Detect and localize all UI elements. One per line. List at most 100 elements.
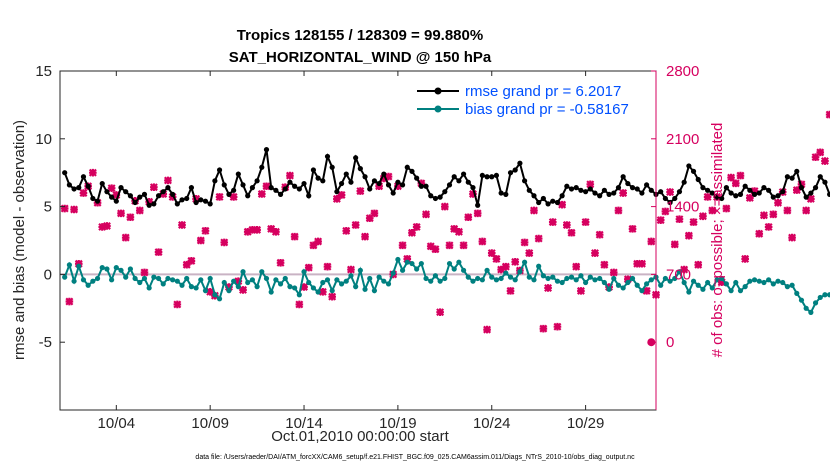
obs-assimilated-marker — [548, 218, 557, 227]
obs-assimilated-marker — [454, 227, 463, 236]
obs-assimilated-marker — [60, 204, 69, 213]
bias-point — [198, 277, 204, 283]
rmse-point — [465, 179, 471, 185]
bias-point — [761, 279, 767, 286]
bias-point — [221, 279, 227, 286]
bias-point — [245, 279, 251, 286]
bias-point — [812, 300, 819, 306]
bias-point — [334, 277, 340, 283]
bias-point — [231, 278, 237, 284]
bias-point — [789, 282, 795, 288]
bias-point — [76, 263, 82, 269]
rmse-point — [592, 190, 598, 196]
rmse-point — [141, 191, 148, 197]
rmse-point — [700, 185, 706, 191]
bias-point — [479, 277, 485, 283]
rmse-point — [404, 164, 410, 170]
rmse-point — [798, 185, 805, 191]
rmse-point — [409, 168, 415, 174]
obs-assimilated-marker — [483, 325, 492, 334]
obs-assimilated-marker — [149, 183, 158, 192]
bias-point — [644, 281, 650, 287]
bias-point — [672, 275, 678, 282]
bias-point — [254, 284, 260, 290]
rmse-point — [212, 178, 218, 184]
right-y-tick-label: 1400 — [666, 199, 699, 216]
obs-assimilated-marker — [267, 224, 276, 233]
rmse-point — [756, 190, 762, 196]
rmse-point — [747, 187, 753, 193]
rmse-point — [615, 185, 622, 191]
bias-point — [442, 275, 448, 282]
rmse-point — [648, 187, 654, 193]
legend-rmse-label: rmse grand pr = 6.2017 — [465, 83, 621, 100]
obs-assimilated-marker — [820, 157, 829, 166]
obs-assimilated-marker — [675, 215, 684, 224]
bias-point — [775, 278, 781, 284]
bias-point — [343, 278, 349, 284]
left-y-axis: -5 0 5 10 15 — [35, 63, 65, 351]
bias-point — [94, 275, 101, 282]
rmse-point — [432, 195, 439, 202]
obs-assimilated-marker — [567, 228, 576, 237]
bias-point — [742, 284, 748, 290]
obs-assimilated-marker — [112, 190, 121, 199]
obs-assimilated-marker — [431, 245, 440, 254]
legend: rmse grand pr = 6.2017 bias grand pr = -… — [412, 77, 654, 119]
rmse-point — [625, 180, 631, 187]
obs-assimilated-marker — [581, 218, 590, 227]
rmse-point — [362, 174, 368, 180]
bias-point — [470, 278, 476, 284]
bias-point — [399, 267, 406, 273]
left-y-axis-label: rmse and bias (model - observation) — [11, 120, 28, 360]
rmse-point — [66, 182, 72, 188]
obs-assimilated-marker — [727, 173, 736, 182]
rmse-point — [235, 171, 241, 177]
obs-assimilated-marker — [473, 209, 482, 218]
bias-point — [282, 275, 288, 282]
obs-assimilated-marker — [464, 213, 473, 222]
bias-point — [62, 274, 68, 280]
bias-point — [587, 274, 593, 280]
rmse-point — [686, 163, 692, 169]
bias-point — [184, 275, 190, 282]
bias-point — [414, 266, 420, 272]
bias-point — [827, 292, 830, 298]
obs-assimilated-marker — [365, 214, 374, 223]
bias-point — [268, 289, 274, 295]
bias-point — [634, 282, 640, 288]
rmse-point — [573, 185, 579, 191]
bias-point — [273, 277, 279, 283]
rmse-point — [639, 190, 645, 196]
obs-assimilated-marker — [107, 184, 116, 193]
rmse-point — [460, 171, 467, 177]
obs-assimilated-marker — [750, 187, 759, 196]
bias-point — [737, 288, 744, 294]
rmse-point — [418, 183, 424, 189]
obs-assimilated-marker — [445, 241, 454, 250]
rmse-point — [827, 191, 830, 197]
rmse-point — [719, 195, 725, 202]
rmse-point — [90, 195, 96, 202]
bias-point — [104, 266, 110, 272]
rmse-point — [390, 190, 396, 196]
rmse-point — [784, 174, 791, 180]
obs-assimilated-marker — [135, 206, 144, 215]
obs-assimilated-marker — [478, 237, 487, 246]
obs-assimilated-marker — [417, 179, 426, 188]
rmse-point — [376, 180, 382, 187]
rmse-point — [301, 180, 307, 187]
obs-assimilated-marker — [323, 262, 332, 271]
rmse-point — [794, 168, 800, 174]
rmse-point — [179, 197, 185, 203]
rmse-point — [540, 195, 546, 202]
bias-point — [301, 269, 307, 275]
obs-assimilated-marker — [285, 171, 294, 180]
bias-point — [132, 275, 138, 282]
bias-point — [751, 277, 758, 283]
bias-point — [451, 266, 457, 272]
right-y-tick-label: 700 — [666, 266, 691, 283]
rmse-point — [221, 182, 227, 188]
obs-assimilated-marker — [755, 229, 764, 238]
bias-point — [564, 275, 570, 282]
